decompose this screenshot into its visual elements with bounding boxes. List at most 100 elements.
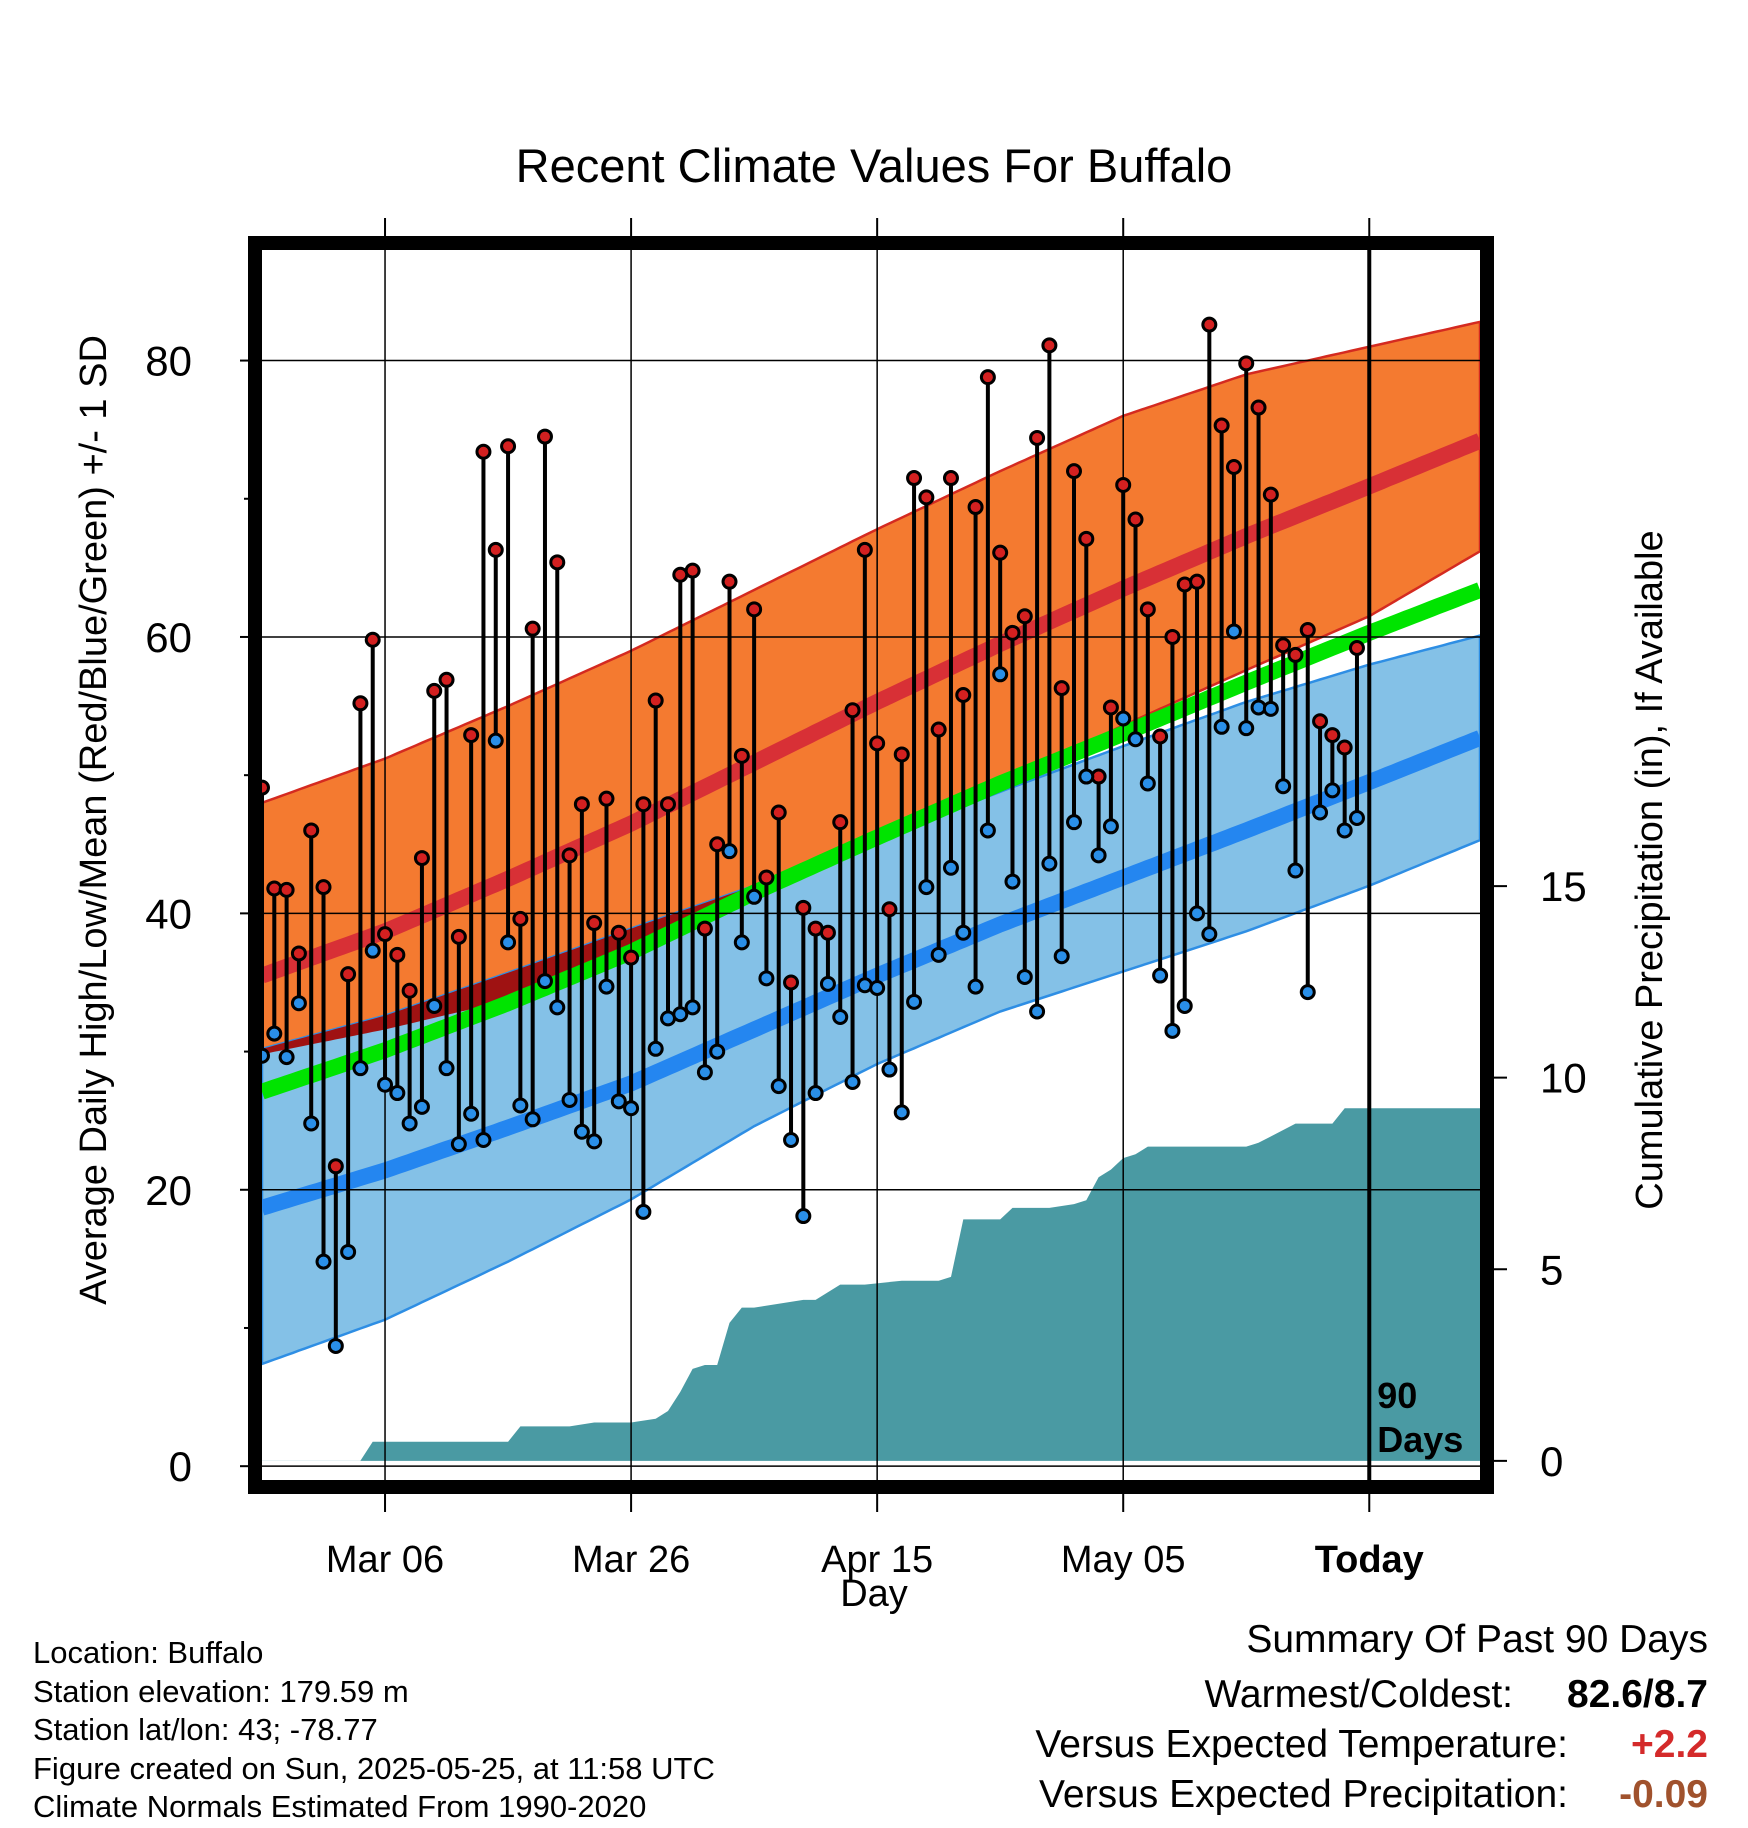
- today-days-label-1: 90: [1377, 1375, 1417, 1416]
- daily-high-point: [1053, 680, 1070, 697]
- daily-high-point: [512, 910, 529, 927]
- daily-high-point: [1348, 640, 1365, 657]
- low-sd-band: [262, 634, 1480, 1366]
- daily-low-point: [1029, 1003, 1046, 1020]
- daily-high-point: [1004, 624, 1021, 641]
- daily-high-point: [635, 796, 652, 813]
- daily-high-point: [967, 499, 984, 516]
- daily-low-point: [598, 978, 615, 995]
- warmest-coldest-label: Warmest/Coldest:: [1204, 1673, 1513, 1716]
- daily-high-point: [487, 541, 504, 558]
- daily-low-point: [1348, 810, 1365, 827]
- daily-low-point: [573, 1123, 590, 1140]
- daily-low-point: [746, 888, 763, 905]
- daily-low-point: [1262, 700, 1279, 717]
- daily-low-point: [832, 1009, 849, 1026]
- daily-low-point: [364, 942, 381, 959]
- daily-high-point: [1250, 399, 1267, 416]
- normal-high-line: [262, 433, 1480, 984]
- daily-high-point: [1127, 511, 1144, 528]
- x-tick-label: Mar 06: [326, 1539, 444, 1581]
- daily-low-point: [967, 978, 984, 995]
- location-text: Location: Buffalo: [33, 1635, 264, 1670]
- created-text: Figure created on Sun, 2025-05-25, at 11…: [33, 1750, 715, 1786]
- daily-high-point: [549, 554, 566, 571]
- daily-low-point: [450, 1136, 467, 1153]
- daily-high-point: [758, 869, 775, 886]
- daily-low-point: [290, 995, 307, 1012]
- daily-low-point: [623, 1100, 640, 1117]
- daily-low-point: [906, 993, 923, 1010]
- daily-high-point: [1238, 355, 1255, 372]
- daily-low-point: [783, 1132, 800, 1149]
- daily-high-point: [290, 945, 307, 962]
- daily-high-point: [819, 924, 836, 941]
- daily-high-point: [992, 544, 1009, 561]
- daily-low-point: [426, 997, 443, 1014]
- daily-high-point: [1078, 530, 1095, 547]
- daily-high-point: [906, 470, 923, 487]
- y-axis-label: Average Daily High/Low/Mean (Red/Blue/Gr…: [73, 335, 115, 1305]
- daily-high-point: [1262, 486, 1279, 503]
- y2-tick-label: 5: [1540, 1246, 1563, 1293]
- daily-high-point: [426, 682, 443, 699]
- daily-high-point: [1139, 601, 1156, 618]
- daily-high-point: [942, 470, 959, 487]
- daily-high-point: [696, 920, 713, 937]
- daily-low-point: [672, 1006, 689, 1023]
- daily-low-point: [1102, 818, 1119, 835]
- daily-high-point: [389, 946, 406, 963]
- daily-high-point: [647, 692, 664, 709]
- daily-low-point: [561, 1091, 578, 1108]
- daily-high-point: [1152, 728, 1169, 745]
- daily-high-point: [623, 949, 640, 966]
- daily-low-point: [266, 1025, 283, 1042]
- expected-temp-value: +2.2: [1631, 1723, 1708, 1766]
- summary-title: Summary Of Past 90 Days: [1246, 1618, 1708, 1661]
- daily-low-point: [487, 732, 504, 749]
- daily-high-point: [1164, 628, 1181, 645]
- daily-high-point: [536, 428, 553, 445]
- daily-low-point: [1287, 862, 1304, 879]
- daily-low-point: [1053, 948, 1070, 965]
- daily-low-point: [930, 946, 947, 963]
- daily-low-point: [1041, 855, 1058, 872]
- y2-axis-label: Cumulative Precipitation (in), If Availa…: [1629, 530, 1671, 1209]
- daily-high-point: [1312, 713, 1329, 730]
- daily-high-point: [1287, 646, 1304, 663]
- daily-low-point: [881, 1061, 898, 1078]
- warmest-coldest-value: 82.6/8.7: [1567, 1673, 1708, 1716]
- daily-low-point: [684, 999, 701, 1016]
- precip-area: [262, 1108, 1480, 1461]
- x-tick-label: Today: [1315, 1539, 1424, 1581]
- daily-high-point: [770, 804, 787, 821]
- daily-low-point: [1115, 710, 1132, 727]
- daily-low-point: [352, 1060, 369, 1077]
- daily-low-point: [1078, 768, 1095, 785]
- daily-low-point: [262, 1047, 270, 1064]
- daily-low-point: [1312, 804, 1329, 821]
- daily-low-point: [1164, 1022, 1181, 1039]
- daily-high-point: [598, 790, 615, 807]
- daily-high-point: [893, 746, 910, 763]
- daily-high-point: [1029, 429, 1046, 446]
- today-days-label-2: Days: [1377, 1419, 1463, 1460]
- daily-high-point: [660, 796, 676, 813]
- daily-low-point: [721, 843, 738, 860]
- daily-low-point: [1139, 775, 1156, 792]
- daily-high-point: [783, 974, 800, 991]
- daily-high-point: [721, 573, 738, 590]
- daily-low-point: [1275, 778, 1292, 795]
- daily-low-point: [844, 1073, 861, 1090]
- daily-low-point: [992, 666, 1009, 683]
- daily-high-point: [918, 489, 935, 506]
- daily-high-point: [1041, 337, 1058, 354]
- daily-low-point: [610, 1093, 627, 1110]
- daily-low-point: [807, 1085, 824, 1102]
- daily-low-point: [1004, 873, 1021, 890]
- plot-frame: [248, 236, 1494, 1494]
- daily-high-point: [1016, 608, 1033, 625]
- daily-high-point: [709, 836, 726, 853]
- daily-high-point: [733, 747, 750, 764]
- daily-low-point: [1225, 623, 1242, 640]
